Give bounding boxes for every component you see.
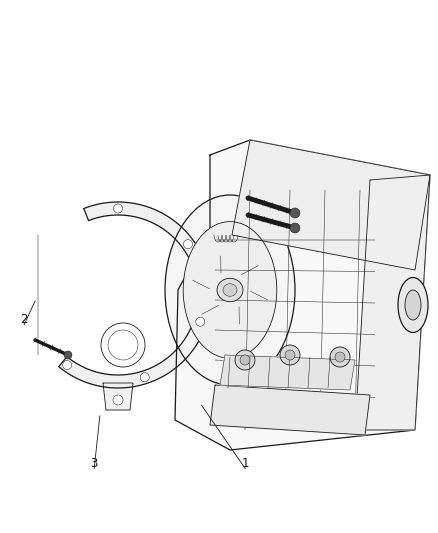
Ellipse shape	[405, 290, 421, 320]
Circle shape	[280, 345, 300, 365]
Circle shape	[240, 355, 250, 365]
Circle shape	[290, 208, 300, 218]
Circle shape	[63, 360, 72, 369]
Circle shape	[196, 317, 205, 326]
Ellipse shape	[223, 284, 237, 296]
Text: 3: 3	[91, 457, 98, 470]
Circle shape	[101, 323, 145, 367]
Polygon shape	[355, 175, 430, 430]
Ellipse shape	[165, 195, 295, 385]
Polygon shape	[59, 202, 211, 388]
Ellipse shape	[217, 278, 243, 302]
Circle shape	[113, 395, 123, 405]
Polygon shape	[232, 140, 430, 270]
Polygon shape	[175, 140, 430, 450]
Circle shape	[140, 373, 149, 382]
Circle shape	[64, 351, 72, 359]
Ellipse shape	[183, 222, 277, 358]
Circle shape	[290, 223, 300, 233]
Circle shape	[285, 350, 295, 360]
Circle shape	[330, 347, 350, 367]
Circle shape	[108, 330, 138, 360]
Circle shape	[113, 204, 123, 213]
Circle shape	[335, 352, 345, 362]
Text: 1: 1	[241, 457, 249, 470]
Text: 2: 2	[20, 313, 28, 326]
Circle shape	[235, 350, 255, 370]
Circle shape	[184, 240, 192, 249]
Polygon shape	[103, 383, 133, 410]
Polygon shape	[210, 385, 370, 435]
Ellipse shape	[398, 278, 428, 333]
Polygon shape	[220, 355, 355, 390]
